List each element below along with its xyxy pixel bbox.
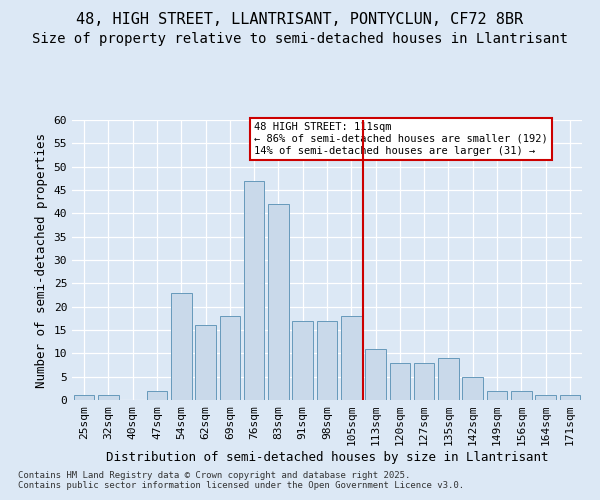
Bar — [487, 390, 508, 400]
Bar — [220, 316, 240, 400]
Bar — [98, 396, 119, 400]
Bar — [244, 180, 265, 400]
Bar — [292, 320, 313, 400]
Bar — [365, 348, 386, 400]
Bar — [74, 396, 94, 400]
Y-axis label: Number of semi-detached properties: Number of semi-detached properties — [35, 132, 48, 388]
Bar — [438, 358, 459, 400]
Bar — [171, 292, 191, 400]
Bar — [195, 326, 216, 400]
Text: Contains HM Land Registry data © Crown copyright and database right 2025.
Contai: Contains HM Land Registry data © Crown c… — [18, 470, 464, 490]
Text: 48 HIGH STREET: 111sqm
← 86% of semi-detached houses are smaller (192)
14% of se: 48 HIGH STREET: 111sqm ← 86% of semi-det… — [254, 122, 548, 156]
Bar — [341, 316, 362, 400]
X-axis label: Distribution of semi-detached houses by size in Llantrisant: Distribution of semi-detached houses by … — [106, 451, 548, 464]
Bar — [535, 396, 556, 400]
Text: Size of property relative to semi-detached houses in Llantrisant: Size of property relative to semi-detach… — [32, 32, 568, 46]
Bar — [317, 320, 337, 400]
Bar — [146, 390, 167, 400]
Bar — [463, 376, 483, 400]
Bar — [268, 204, 289, 400]
Bar — [414, 362, 434, 400]
Bar — [389, 362, 410, 400]
Text: 48, HIGH STREET, LLANTRISANT, PONTYCLUN, CF72 8BR: 48, HIGH STREET, LLANTRISANT, PONTYCLUN,… — [76, 12, 524, 28]
Bar — [560, 396, 580, 400]
Bar — [511, 390, 532, 400]
